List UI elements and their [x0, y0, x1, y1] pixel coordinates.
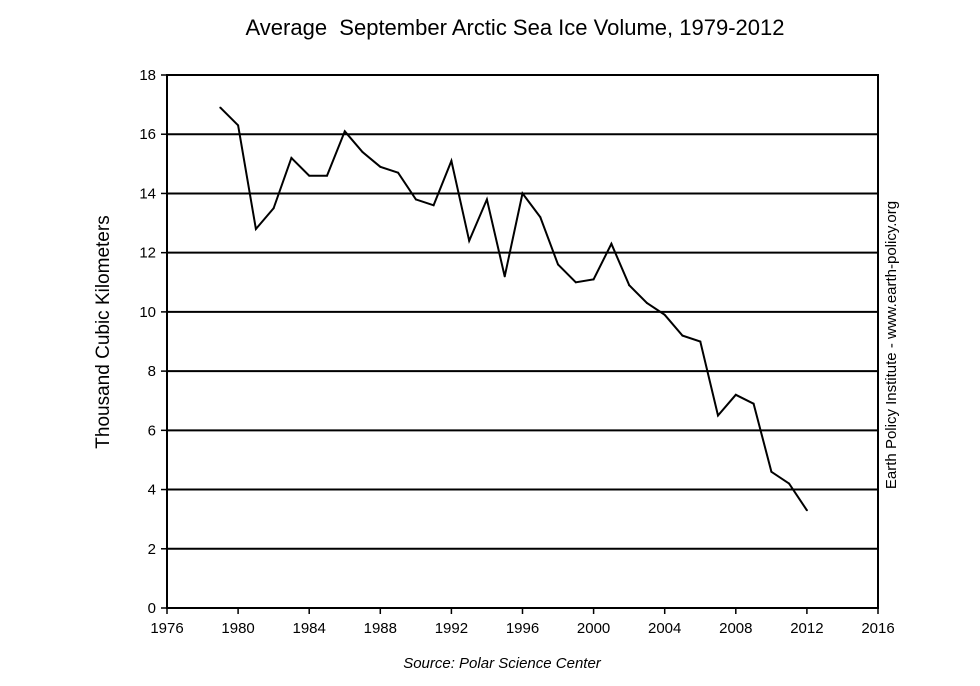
data-point-1983 [290, 156, 293, 159]
ice-volume-series-line [219, 106, 808, 511]
data-point-2000 [592, 278, 595, 281]
data-point-1982 [272, 207, 275, 210]
data-point-2002 [628, 284, 631, 287]
y-tick-label: 2 [148, 541, 156, 558]
data-point-1989 [397, 171, 400, 174]
data-point-2003 [645, 302, 648, 305]
x-tick-label: 2016 [861, 620, 894, 637]
data-point-1987 [361, 150, 364, 153]
data-point-1984 [308, 174, 311, 177]
y-tick-label: 16 [139, 126, 156, 143]
data-point-1986 [343, 130, 346, 133]
plot-frame [166, 74, 879, 609]
data-point-2007 [717, 414, 720, 417]
x-tick-label: 2008 [719, 620, 752, 637]
data-point-2001 [610, 242, 613, 245]
y-tick-label: 4 [148, 482, 156, 499]
data-point-1990 [414, 198, 417, 201]
data-point-1998 [557, 263, 560, 266]
y-tick-label: 12 [139, 245, 156, 262]
x-tick-label: 1992 [435, 620, 468, 637]
data-point-1991 [432, 204, 435, 207]
data-point-1996 [521, 192, 524, 195]
data-point-2005 [681, 334, 684, 337]
source-note: Source: Polar Science Center [403, 655, 602, 672]
x-axis-ticks: 1976 1980 1984 1988 1992 1996 2000 2004 2008 2012… [150, 608, 895, 637]
chart-title: Average September Arctic Sea Ice Volume,… [246, 15, 785, 40]
y-tick-label: 6 [148, 422, 156, 439]
data-point-1997 [539, 216, 542, 219]
x-tick-label: 1988 [364, 620, 397, 637]
x-tick-label: 1976 [150, 620, 183, 637]
data-points [219, 106, 808, 512]
data-point-1980 [237, 124, 240, 127]
data-point-2006 [699, 340, 702, 343]
data-point-1992 [450, 159, 453, 162]
gridlines [167, 133, 878, 550]
x-tick-label: 2000 [577, 620, 610, 637]
data-point-1988 [379, 165, 382, 168]
y-tick-label: 18 [139, 67, 156, 84]
data-point-2008 [734, 393, 737, 396]
data-point-1999 [574, 281, 577, 284]
x-tick-label: 1996 [506, 620, 539, 637]
data-point-1985 [325, 174, 328, 177]
credit-label: Earth Policy Institute - www.earth-polic… [883, 201, 900, 489]
x-tick-label: 2012 [790, 620, 823, 637]
data-point-1994 [485, 198, 488, 201]
data-point-2009 [752, 402, 755, 405]
y-tick-label: 0 [148, 600, 156, 617]
y-axis-ticks: 0 2 4 6 8 10 12 14 16 18 [139, 67, 167, 617]
y-tick-label: 10 [139, 304, 156, 321]
x-tick-label: 1980 [221, 620, 254, 637]
x-tick-label: 1984 [293, 620, 326, 637]
x-tick-label: 2004 [648, 620, 681, 637]
y-tick-label: 8 [148, 363, 156, 380]
data-point-1993 [468, 239, 471, 242]
y-axis-label: Thousand Cubic Kilometers [93, 215, 114, 448]
data-point-1995 [503, 275, 506, 278]
y-tick-label: 14 [139, 185, 156, 202]
data-point-1979 [219, 106, 222, 109]
data-point-1981 [254, 227, 257, 230]
data-point-2011 [788, 482, 791, 485]
data-point-2012 [805, 509, 808, 512]
data-point-2010 [770, 470, 773, 473]
data-point-2004 [663, 313, 666, 316]
